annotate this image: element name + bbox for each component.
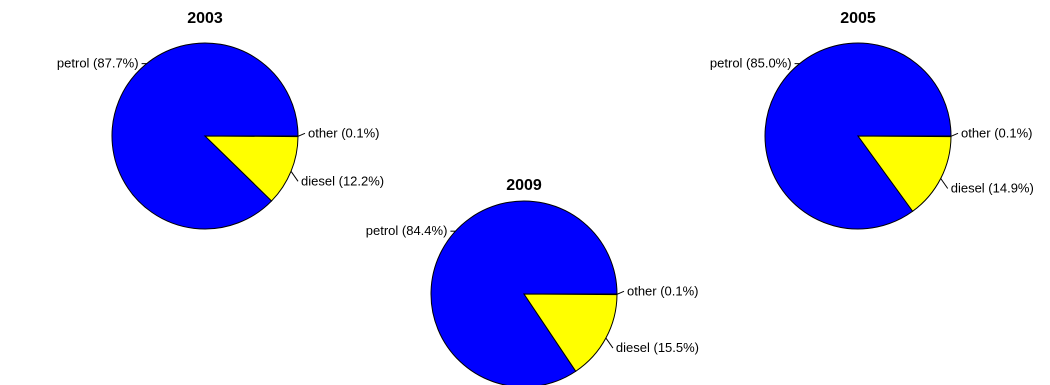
pie-chart-2009: 2009 petrol (84.4%) other (0.1%) diesel (1… [366,177,699,385]
slice-label-diesel: diesel (12.2%) [301,173,384,188]
leader-line [290,171,299,182]
chart-title: 2009 [506,177,542,194]
slice-label-other: other (0.1%) [308,125,380,140]
slice-label-petrol: petrol (87.7%) [57,56,139,71]
leader-line [616,290,625,295]
pie-slices: petrol (85.0%) other (0.1%) diesel (14.9%) [710,42,1034,230]
pie-slice-diesel [203,135,299,202]
pie-chart-2005: 2005 petrol (85.0%) other (0.1%) diesel (1… [710,10,1034,230]
pie-chart-2003: 2003 petrol (87.7%) other (0.1%) diesel (1… [57,10,384,230]
pie-slices: petrol (87.7%) other (0.1%) diesel (12.2%) [57,42,384,230]
leader-line [950,132,959,137]
slice-label-other: other (0.1%) [961,125,1033,140]
chart-title: 2005 [840,10,876,27]
leader-line [605,337,614,349]
slice-label-diesel: diesel (14.9%) [951,180,1034,195]
slice-label-petrol: petrol (84.4%) [366,223,448,238]
leader-line [297,132,306,137]
leader-line [940,178,949,189]
slice-label-other: other (0.1%) [627,283,699,298]
pie-slices: petrol (84.4%) other (0.1%) diesel (15.5%) [366,200,699,385]
pie-slice-diesel [857,135,952,212]
slice-label-petrol: petrol (85.0%) [710,56,792,71]
pie-slice-diesel [523,293,618,372]
pie-slice-petrol [430,200,618,385]
slice-label-diesel: diesel (15.5%) [616,340,699,355]
chart-title: 2003 [187,10,223,27]
